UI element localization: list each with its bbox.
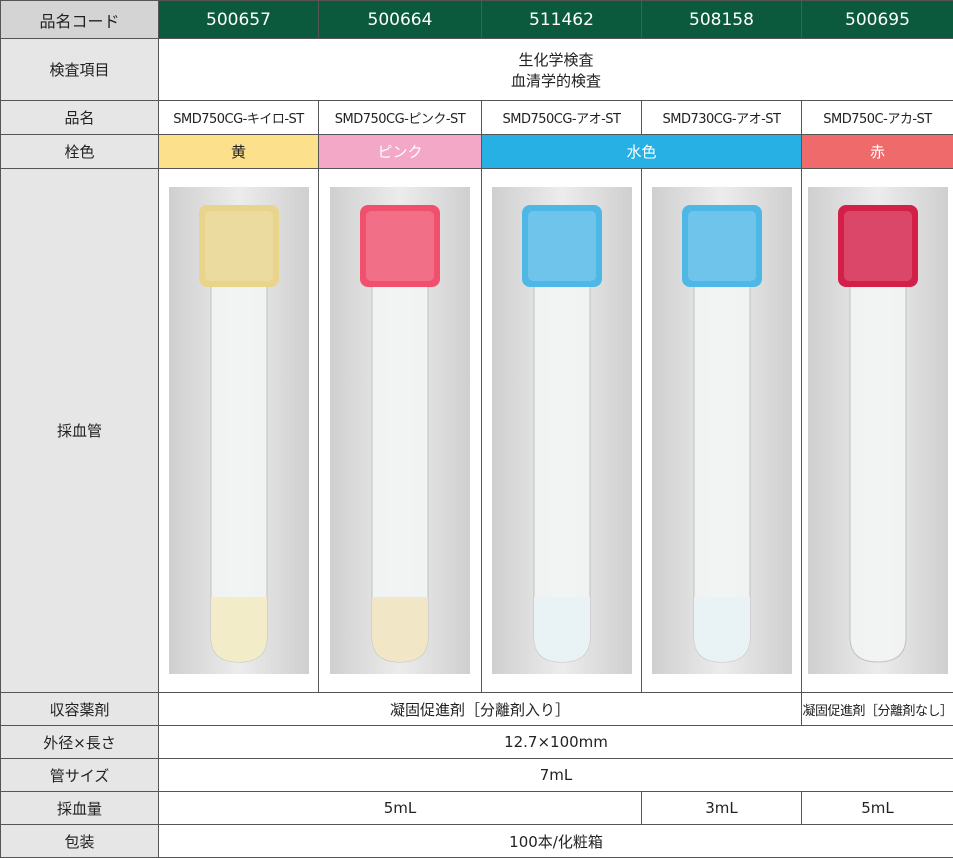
cell: 5mL bbox=[802, 792, 953, 825]
row-label: 管サイズ bbox=[1, 759, 159, 792]
tube-photo bbox=[808, 187, 948, 674]
cell: 凝固促進剤［分離剤なし］ bbox=[802, 693, 953, 726]
row-label: 検査項目 bbox=[1, 39, 159, 101]
row-label: 採血量 bbox=[1, 792, 159, 825]
row: 採血管 bbox=[1, 169, 953, 693]
row-label: 収容薬剤 bbox=[1, 693, 159, 726]
cell: 3mL bbox=[642, 792, 802, 825]
row-label: 栓色 bbox=[1, 135, 159, 169]
code: 508158 bbox=[642, 1, 802, 39]
cell: ピンク bbox=[319, 135, 482, 169]
row: 検査項目 生化学検査血清学的検査 bbox=[1, 39, 953, 101]
cell: 赤 bbox=[802, 135, 953, 169]
header-row: 品名コード 500657 500664 511462 508158 500695 bbox=[1, 1, 953, 39]
tube-cell bbox=[319, 169, 482, 693]
row-label: 外径×長さ bbox=[1, 726, 159, 759]
line: 血清学的検査 bbox=[159, 70, 953, 91]
code: 500695 bbox=[802, 1, 953, 39]
cell: 100本/化粧箱 bbox=[159, 825, 953, 858]
tube-cell bbox=[642, 169, 802, 693]
code: 500657 bbox=[159, 1, 319, 39]
row: 栓色 黄 ピンク 水色 赤 bbox=[1, 135, 953, 169]
row: 品名 SMD750CG-キイロ-ST SMD750CG-ピンク-ST SMD75… bbox=[1, 101, 953, 135]
row-label: 品名 bbox=[1, 101, 159, 135]
tube-photo bbox=[169, 187, 309, 674]
cell: 7mL bbox=[159, 759, 953, 792]
tube-photo bbox=[330, 187, 470, 674]
cell: 凝固促進剤［分離剤入り］ bbox=[159, 693, 802, 726]
cell: SMD750CG-アオ-ST bbox=[482, 101, 642, 135]
tube-photo bbox=[492, 187, 632, 674]
cell: SMD750C-アカ-ST bbox=[802, 101, 953, 135]
code: 511462 bbox=[482, 1, 642, 39]
line: 生化学検査 bbox=[159, 49, 953, 70]
row: 包装 100本/化粧箱 bbox=[1, 825, 953, 858]
cell: 5mL bbox=[159, 792, 642, 825]
tube-cell bbox=[482, 169, 642, 693]
row-label: 採血管 bbox=[1, 169, 159, 693]
cell: SMD750CG-ピンク-ST bbox=[319, 101, 482, 135]
tube-cell bbox=[159, 169, 319, 693]
row-label: 包装 bbox=[1, 825, 159, 858]
cell: 生化学検査血清学的検査 bbox=[159, 39, 953, 101]
cell: SMD730CG-アオ-ST bbox=[642, 101, 802, 135]
row: 管サイズ 7mL bbox=[1, 759, 953, 792]
cell: 12.7×100mm bbox=[159, 726, 953, 759]
tube-photo bbox=[652, 187, 792, 674]
cell: SMD750CG-キイロ-ST bbox=[159, 101, 319, 135]
row: 収容薬剤 凝固促進剤［分離剤入り］ 凝固促進剤［分離剤なし］ bbox=[1, 693, 953, 726]
header-label: 品名コード bbox=[1, 1, 159, 39]
tube-cell bbox=[802, 169, 953, 693]
row: 採血量 5mL 3mL 5mL bbox=[1, 792, 953, 825]
cell: 水色 bbox=[482, 135, 802, 169]
code: 500664 bbox=[319, 1, 482, 39]
row: 外径×長さ 12.7×100mm bbox=[1, 726, 953, 759]
cell: 黄 bbox=[159, 135, 319, 169]
